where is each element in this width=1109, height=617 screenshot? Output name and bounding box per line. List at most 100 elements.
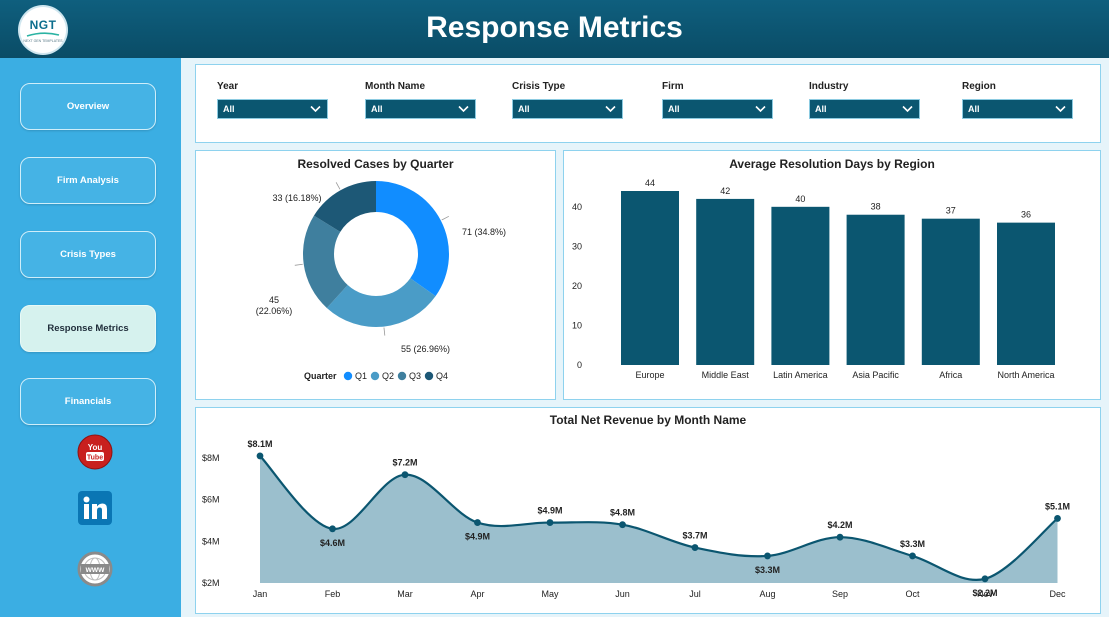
y-tick-label: $8M — [202, 453, 220, 463]
y-tick-label: 20 — [572, 281, 582, 291]
svg-text:Tube: Tube — [87, 455, 103, 462]
donut-slice-q1 — [376, 181, 449, 297]
revenue-data-label: $3.3M — [755, 565, 780, 575]
nav-overview-button[interactable]: Overview — [20, 83, 156, 130]
nav-response-metrics-button[interactable]: Response Metrics — [20, 305, 156, 352]
revenue-data-label: $2.2M — [972, 588, 997, 598]
x-tick-label: Oct — [905, 589, 920, 599]
x-tick-label: Middle East — [702, 370, 750, 380]
month-name-dropdown[interactable]: All — [365, 99, 476, 119]
globe-icon[interactable]: www — [77, 551, 113, 587]
x-tick-label: Africa — [939, 370, 962, 380]
revenue-data-label: $3.3M — [900, 539, 925, 549]
bar-data-label: 44 — [645, 178, 655, 188]
region-dropdown[interactable]: All — [962, 99, 1073, 119]
area-chart: $2M $4M $6M $8M $8.1M Jan $4.6M Feb $7.2M Mar $4.9… — [202, 439, 1070, 599]
y-tick-label: 0 — [577, 360, 582, 370]
bar-europe — [621, 191, 679, 365]
dropdown-value: All — [518, 104, 530, 114]
dropdown-value: All — [968, 104, 980, 114]
filter-label: Crisis Type — [512, 81, 566, 92]
linkedin-icon[interactable] — [77, 490, 113, 526]
bar-africa — [921, 218, 980, 365]
x-tick-label: Sep — [832, 589, 848, 599]
bar-middle-east — [696, 198, 755, 365]
revenue-point-aug — [764, 552, 771, 560]
resolution-days-panel: Average Resolution Days by Region 0 10 20 3… — [563, 150, 1101, 400]
filter-label: Month Name — [365, 81, 425, 92]
nav-firm-analysis-button[interactable]: Firm Analysis — [20, 157, 156, 204]
revenue-data-label: $8.1M — [247, 439, 272, 449]
revenue-point-dec — [1054, 515, 1061, 522]
year-dropdown[interactable]: All — [217, 99, 328, 119]
revenue-point-may — [546, 519, 554, 526]
x-tick-label: Feb — [325, 589, 341, 599]
donut-slice-q2 — [326, 278, 436, 327]
legend-marker-q1 — [343, 371, 353, 381]
youtube-icon[interactable]: You Tube — [77, 434, 113, 470]
revenue-point-jan — [256, 452, 264, 460]
filter-label: Industry — [809, 81, 849, 92]
logo-text: NGT — [29, 18, 57, 32]
net-revenue-panel: Total Net Revenue by Month Name $2M $4M $6… — [195, 407, 1101, 614]
x-tick-label: Nov — [977, 589, 994, 599]
firm-dropdown[interactable]: All — [662, 99, 773, 119]
donut-chart: 71 (34.8%) 55 (26.96%) 45(22.06%) 33 (16.18… — [256, 181, 506, 381]
bar-data-label: 40 — [795, 194, 805, 204]
revenue-data-label: $4.9M — [465, 532, 490, 542]
revenue-data-label: $5.1M — [1045, 501, 1070, 511]
donut-data-label: 45 — [269, 295, 279, 305]
legend-label: Q1 — [355, 371, 367, 381]
chevron-down-icon — [755, 105, 766, 113]
nav-financials-button[interactable]: Financials — [20, 378, 156, 425]
x-tick-label: Jun — [615, 589, 630, 599]
x-tick-label: Europe — [635, 370, 664, 380]
legend-marker-q4 — [424, 371, 434, 381]
bar-data-label: 38 — [871, 202, 881, 212]
donut-data-label: 71 (34.8%) — [462, 227, 506, 237]
donut-leader-line — [383, 327, 386, 336]
revenue-data-label: $4.8M — [610, 508, 635, 518]
legend-title: Quarter — [304, 371, 337, 381]
revenue-data-label: $4.2M — [827, 520, 852, 530]
dropdown-value: All — [371, 104, 383, 114]
x-tick-label: Jan — [253, 589, 268, 599]
industry-dropdown[interactable]: All — [809, 99, 920, 119]
x-tick-label: Aug — [759, 589, 775, 599]
area-fill — [260, 455, 1058, 583]
filter-label: Region — [962, 81, 996, 92]
bar-data-label: 42 — [720, 186, 730, 196]
sidebar: Overview Firm Analysis Crisis Types Resp… — [0, 58, 181, 617]
bar-data-label: 36 — [1021, 210, 1031, 220]
revenue-point-sep — [836, 533, 844, 541]
revenue-data-label: $3.7M — [682, 531, 707, 541]
nav-crisis-types-button[interactable]: Crisis Types — [20, 231, 156, 278]
revenue-data-label: $4.9M — [537, 506, 562, 516]
resolved-cases-panel: Resolved Cases by Quarter 71 (34.8%) 55 (… — [195, 150, 556, 400]
revenue-point-feb — [329, 525, 336, 533]
revenue-point-nov — [981, 575, 989, 583]
donut-data-label: 55 (26.96%) — [401, 344, 450, 354]
chart-title: Average Resolution Days by Region — [729, 157, 935, 171]
revenue-point-oct — [909, 552, 916, 560]
chevron-down-icon — [458, 105, 469, 113]
legend-label: Q3 — [409, 371, 421, 381]
revenue-point-mar — [401, 471, 409, 479]
crisis-type-dropdown[interactable]: All — [512, 99, 623, 119]
filter-label: Year — [217, 81, 239, 92]
header-bar: NGT NEXT GEN TEMPLATES Response Metrics — [0, 0, 1109, 58]
bar-latin-america — [771, 206, 830, 365]
revenue-point-apr — [474, 519, 481, 526]
x-tick-label: May — [541, 589, 559, 599]
chevron-down-icon — [902, 105, 913, 113]
legend-label: Q4 — [436, 371, 448, 381]
chevron-down-icon — [310, 105, 321, 113]
logo-subtext: NEXT GEN TEMPLATES — [23, 39, 63, 43]
x-tick-label: Asia Pacific — [852, 370, 899, 380]
revenue-point-jul — [691, 544, 699, 551]
donut-leader-line — [441, 215, 450, 221]
donut-slice-q4 — [313, 181, 376, 232]
dropdown-value: All — [815, 104, 827, 114]
donut-leader-line — [294, 263, 303, 266]
x-tick-label: North America — [997, 370, 1054, 380]
